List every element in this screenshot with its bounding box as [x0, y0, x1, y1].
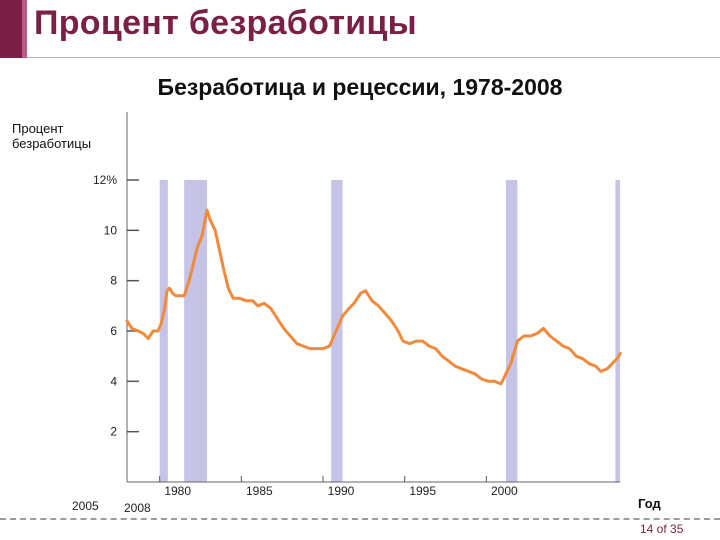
x-tick-label: 1985 [246, 484, 273, 498]
footer-divider [0, 518, 720, 520]
x-tick-label: 1995 [409, 484, 436, 498]
y-tick-label: 12% [93, 173, 117, 187]
header-rule [27, 57, 720, 58]
recession-band-4 [505, 180, 518, 482]
header-accent-bar [0, 0, 22, 58]
chart-title: Безработица и рецессии, 1978-2008 [157, 74, 563, 100]
y-tick-label: 4 [110, 374, 117, 388]
recession-band-2 [184, 180, 208, 482]
header-accent-stripe [22, 0, 27, 58]
x-axis-ticks: 1980 1985 1990 1995 2000 [159, 476, 518, 498]
x-tick-label: 2000 [491, 484, 518, 498]
unemployment-rate-line [125, 208, 622, 386]
y-tick-label: 8 [110, 274, 117, 288]
recession-band-5 [615, 180, 620, 482]
page-title: Процент безработицы [34, 4, 418, 42]
page-number: 14 of 35 [640, 522, 684, 536]
y-tick-label: 2 [110, 425, 117, 439]
x-extra-label-2005: 2005 [72, 499, 99, 513]
x-tick-label: 1980 [164, 484, 191, 498]
recession-band-1 [159, 180, 168, 482]
y-tick-label: 10 [104, 223, 118, 237]
y-axis-ticks: 12% 10 8 6 4 2 [93, 173, 139, 439]
y-tick-label: 6 [110, 324, 117, 338]
x-axis-label: Год [638, 496, 661, 511]
x-tick-label: 1990 [328, 484, 355, 498]
x-extra-label-2008: 2008 [124, 501, 151, 515]
y-axis-label: Процент безработицы [12, 121, 92, 151]
